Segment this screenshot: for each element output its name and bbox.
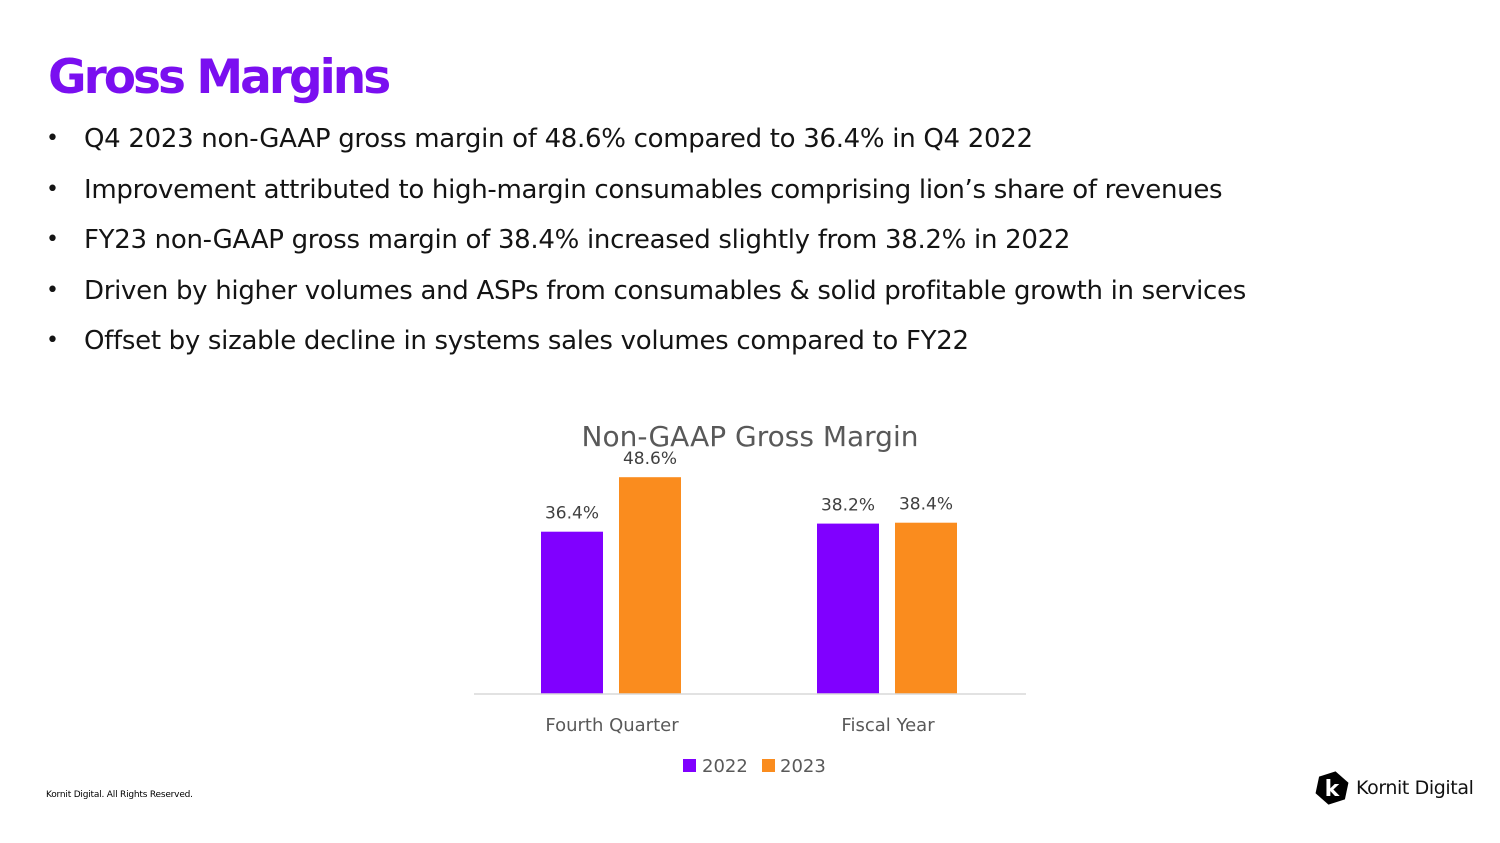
legend-swatch-2023: [762, 759, 775, 772]
bullet-text: Offset by sizable decline in systems sal…: [84, 326, 969, 356]
bullet-item: • Offset by sizable decline in systems s…: [44, 320, 1246, 371]
kornit-logo-icon: k: [1315, 771, 1349, 805]
bullet-text: FY23 non-GAAP gross margin of 38.4% incr…: [84, 225, 1071, 255]
bullet-item: • Q4 2023 non-GAAP gross margin of 48.6%…: [44, 118, 1246, 169]
chart-bars: 36.4% 48.6% 38.2% 38.4%: [541, 449, 957, 694]
bar-2023-fiscal-year: [895, 522, 957, 694]
bar-2023-fourth-quarter: [619, 477, 681, 694]
legend-label-2022: 2022: [702, 756, 748, 777]
gross-margin-chart: Non-GAAP Gross Margin 36.4% 48.6% 38.2% 38.…: [460, 410, 1040, 790]
bullet-text: Driven by higher volumes and ASPs from c…: [84, 275, 1246, 306]
legend-swatch-2022: [683, 759, 696, 772]
data-label: 36.4%: [545, 504, 599, 524]
legend-label-2023: 2023: [780, 756, 826, 777]
chart-title: Non-GAAP Gross Margin: [582, 420, 919, 453]
slide-title: Gross Margins: [48, 50, 391, 105]
data-label: 38.4%: [899, 495, 953, 515]
x-tick-label: Fiscal Year: [841, 715, 935, 736]
bullet-dot-icon: •: [46, 176, 59, 202]
bullet-item: • FY23 non-GAAP gross margin of 38.4% in…: [44, 219, 1246, 270]
bullet-dot-icon: •: [46, 328, 59, 353]
bar-2022-fourth-quarter: [541, 531, 603, 694]
bullet-item: • Improvement attributed to high-margin …: [44, 169, 1246, 220]
data-label: 38.2%: [821, 496, 875, 516]
copyright-footer: Kornit Digital. All Rights Reserved.: [46, 790, 193, 800]
company-logo: k Kornit Digital: [1314, 770, 1474, 806]
bullet-list: • Q4 2023 non-GAAP gross margin of 48.6%…: [44, 118, 1246, 371]
bar-2022-fiscal-year: [817, 523, 879, 694]
bullet-item: • Driven by higher volumes and ASPs from…: [44, 270, 1246, 321]
bullet-dot-icon: •: [46, 227, 59, 252]
chart-svg: Non-GAAP Gross Margin 36.4% 48.6% 38.2% 38.…: [474, 420, 1026, 777]
bullet-text: Improvement attributed to high-margin co…: [84, 174, 1223, 205]
chart-legend: 2022 2023: [683, 756, 826, 777]
bullet-text: Q4 2023 non-GAAP gross margin of 48.6% c…: [84, 124, 1033, 154]
logo-text: Kornit Digital: [1356, 777, 1474, 799]
data-label: 48.6%: [623, 449, 677, 469]
x-tick-label: Fourth Quarter: [545, 715, 679, 736]
logo-glyph: k: [1325, 777, 1341, 802]
bullet-dot-icon: •: [46, 277, 59, 303]
bullet-dot-icon: •: [46, 126, 59, 151]
